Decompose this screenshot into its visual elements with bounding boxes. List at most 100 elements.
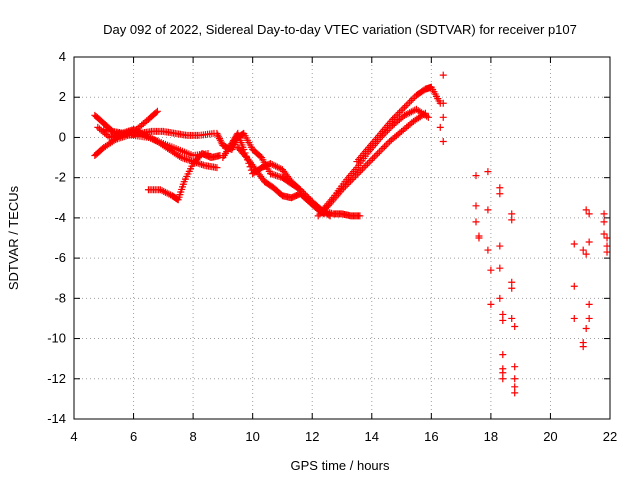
chart-title: Day 092 of 2022, Sidereal Day-to-day VTE… [103, 22, 577, 37]
x-tick-label: 16 [424, 429, 438, 444]
x-tick-label: 18 [484, 429, 498, 444]
data-point [402, 110, 410, 118]
data-point [511, 383, 519, 391]
x-tick-label: 6 [130, 429, 137, 444]
data-point [325, 211, 333, 219]
data-point [404, 100, 412, 108]
data-point [511, 389, 519, 397]
data-point [487, 266, 495, 274]
y-tick-label: -12 [47, 371, 66, 386]
data-point [360, 163, 368, 171]
grid-lines [74, 57, 610, 419]
x-tick-label: 14 [365, 429, 379, 444]
data-point [579, 343, 587, 351]
data-point [395, 108, 403, 116]
data-point [370, 153, 378, 161]
data-point [496, 184, 504, 192]
y-tick-label: 4 [59, 49, 66, 64]
data-point [436, 123, 444, 131]
data-point [582, 325, 590, 332]
data-point [496, 264, 504, 272]
data-point [384, 139, 392, 147]
data-point [511, 363, 519, 371]
data-point [213, 129, 221, 137]
data-point [355, 168, 363, 176]
data-point [326, 212, 334, 220]
data-point [272, 162, 280, 170]
data-point [407, 96, 415, 104]
data-point [582, 250, 590, 258]
data-point [508, 284, 516, 292]
data-point [579, 246, 587, 254]
data-point [603, 242, 611, 250]
data-point [511, 322, 519, 330]
data-point [585, 314, 593, 322]
data-point [160, 187, 168, 195]
data-point [374, 150, 382, 158]
data-point [382, 141, 390, 149]
data-point [365, 158, 373, 166]
data-point [475, 234, 483, 242]
data-point [367, 156, 375, 164]
data-point [585, 300, 593, 308]
data-point [362, 162, 370, 170]
data-point [472, 202, 480, 210]
data-point [439, 113, 447, 121]
data-point [407, 108, 415, 116]
x-axis-ticks: 4 6 8 10 12 14 16 18 20 22 [70, 57, 617, 444]
data-point [135, 128, 143, 136]
y-tick-label: 0 [59, 129, 66, 144]
data-point [217, 138, 225, 146]
data-point [484, 206, 492, 214]
data-point [439, 137, 447, 145]
data-point [406, 109, 414, 117]
data-point [213, 164, 221, 172]
data-point [364, 160, 372, 168]
data-point [379, 144, 387, 152]
data-point [152, 108, 160, 116]
data-point [372, 151, 380, 159]
data-point [268, 160, 276, 168]
data-point [496, 294, 504, 302]
data-point [499, 351, 507, 359]
data-point [603, 248, 611, 256]
data-point [389, 115, 397, 123]
y-tick-label: -10 [47, 331, 66, 346]
data-point [270, 161, 278, 169]
data-point [603, 234, 611, 242]
data-point [156, 186, 164, 194]
data-point [158, 187, 166, 195]
data-point [484, 246, 492, 254]
data-point [570, 282, 578, 290]
y-tick-label: -8 [54, 290, 66, 305]
data-point [163, 189, 171, 197]
data-point [499, 310, 507, 318]
data-point [356, 212, 364, 220]
data-point [216, 136, 224, 144]
data-point [496, 190, 504, 198]
data-point [175, 152, 183, 160]
data-point [600, 218, 608, 226]
data-point [600, 230, 608, 238]
x-tick-label: 12 [305, 429, 319, 444]
x-tick-label: 20 [543, 429, 557, 444]
data-point [406, 98, 414, 106]
data-point [487, 300, 495, 308]
data-points [91, 71, 611, 397]
data-point [275, 164, 283, 172]
data-point [499, 369, 507, 377]
data-point [508, 314, 516, 322]
data-point [314, 212, 322, 220]
data-point [397, 107, 405, 115]
y-axis-label: SDTVAR / TECUs [6, 185, 21, 290]
data-point [570, 240, 578, 248]
data-point [570, 314, 578, 322]
x-tick-label: 4 [70, 429, 77, 444]
x-axis-label: GPS time / hours [291, 458, 390, 473]
data-point [484, 168, 492, 176]
data-point [499, 316, 507, 324]
data-point [392, 112, 400, 120]
data-point [585, 210, 593, 218]
data-point [358, 165, 366, 173]
